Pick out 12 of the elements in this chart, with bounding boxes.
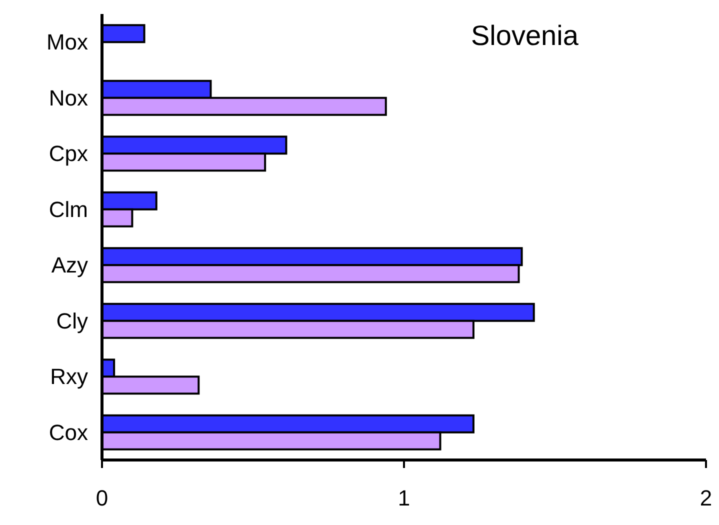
y-tick-label: Clm (48, 196, 88, 222)
y-tick-label: Azy (51, 252, 88, 278)
y-tick-label: Cox (48, 420, 88, 445)
y-tick-label: Nox (48, 85, 88, 110)
y-tick-label: Rxy (50, 364, 88, 390)
y-tick-label: Cly (56, 308, 88, 334)
y-tick-label: Mox (46, 30, 88, 55)
x-tick-label: 0 (96, 486, 108, 511)
x-tick-label: 2 (700, 486, 712, 511)
y-tick-label: Cpx (48, 141, 88, 166)
x-tick-label: 1 (398, 486, 410, 511)
chart-title: Slovenia (471, 20, 578, 52)
